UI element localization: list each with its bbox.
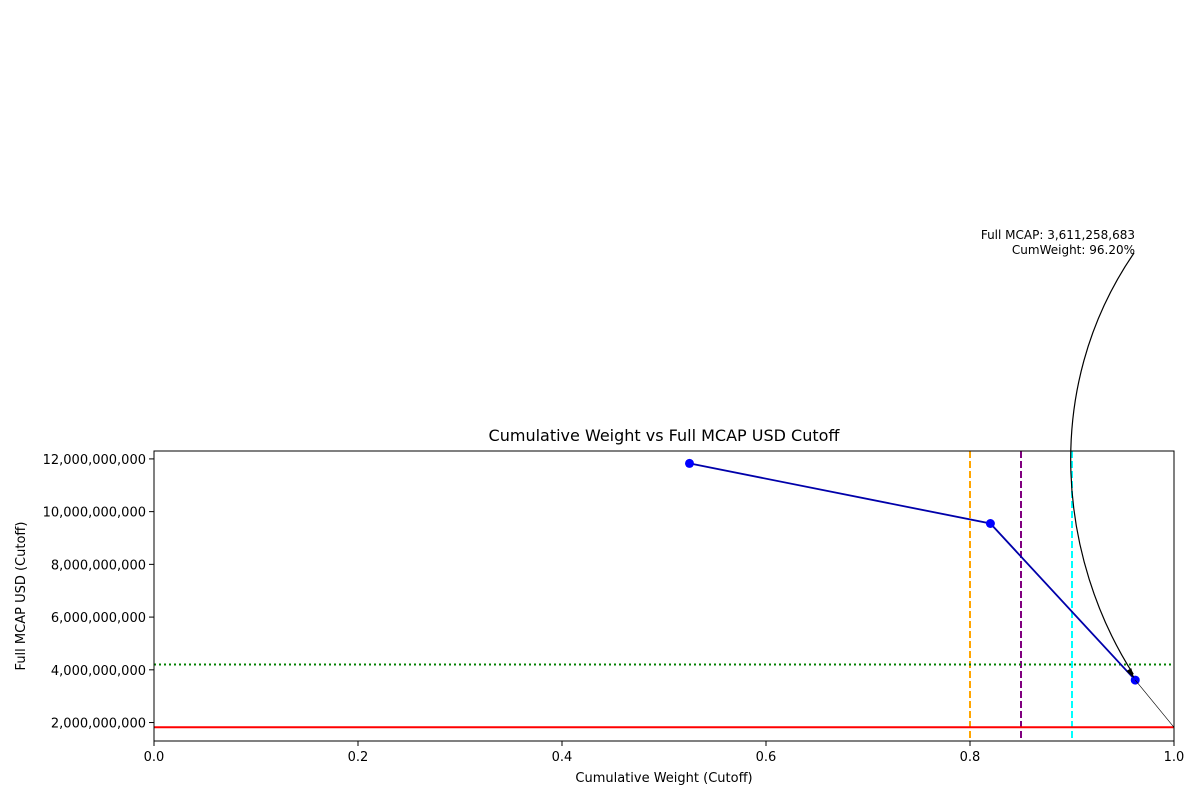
x-tick-label: 0.6 bbox=[756, 750, 777, 765]
x-tick-label: 0.4 bbox=[552, 750, 573, 765]
y-axis-label: Full MCAP USD (Cutoff) bbox=[14, 522, 29, 671]
plot-frame bbox=[153, 450, 1175, 742]
x-axis-ticks: 0.0 0.2 0.4 0.6 0.8 1.0 bbox=[144, 741, 1185, 765]
x-tick-label: 0.8 bbox=[960, 750, 981, 765]
annotation-layer bbox=[1070, 252, 1175, 728]
y-tick-label: 4,000,000,000 bbox=[51, 664, 146, 679]
y-axis-ticks: 2,000,000,000 4,000,000,000 6,000,000,000 8… bbox=[43, 453, 154, 732]
annotation-connector bbox=[1135, 679, 1175, 728]
annotation-text-mcap: Full MCAP: 3,611,258,683 bbox=[981, 228, 1135, 242]
chart-title: Cumulative Weight vs Full MCAP USD Cutof… bbox=[489, 426, 841, 445]
x-tick-label: 1.0 bbox=[1164, 750, 1185, 765]
x-tick-label: 0.2 bbox=[348, 750, 369, 765]
annotation-arrow bbox=[1070, 252, 1135, 675]
annotation-text-cumweight: CumWeight: 96.20% bbox=[1012, 243, 1135, 257]
reference-lines bbox=[154, 451, 1174, 741]
data-point bbox=[985, 519, 995, 528]
data-point bbox=[685, 458, 694, 468]
y-tick-label: 10,000,000,000 bbox=[43, 506, 146, 521]
x-tick-label: 0.0 bbox=[144, 750, 165, 765]
x-axis-label: Cumulative Weight (Cutoff) bbox=[575, 771, 752, 786]
y-tick-label: 8,000,000,000 bbox=[51, 558, 146, 573]
y-tick-label: 2,000,000,000 bbox=[51, 717, 146, 732]
y-tick-label: 6,000,000,000 bbox=[51, 611, 146, 626]
annotation-arrowhead bbox=[1126, 668, 1135, 679]
y-tick-label: 12,000,000,000 bbox=[43, 453, 146, 468]
